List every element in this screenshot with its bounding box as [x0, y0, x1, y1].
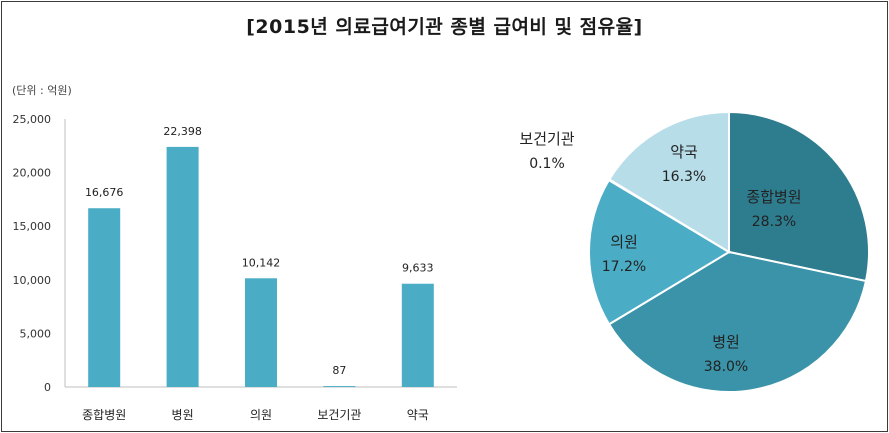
- bar-4: [323, 386, 356, 387]
- pie-slice-label: 보건기관: [519, 130, 574, 148]
- y-tick-label: 20,000: [13, 167, 52, 180]
- chart-title: [2015년 의료급여기관 종별 급여비 및 점유율]: [246, 16, 643, 38]
- y-tick-label: 5,000: [20, 327, 52, 340]
- pie-slice-label: 종합병원: [746, 188, 801, 206]
- pie-slice-5: [607, 110, 730, 254]
- bar-value-label: 16,676: [85, 186, 124, 199]
- bar-5: [401, 283, 434, 387]
- bar-3: [245, 278, 277, 387]
- pie-slice-label: 병원: [712, 333, 740, 351]
- bar-1: [88, 208, 121, 387]
- y-tick-label: 25,000: [13, 113, 52, 126]
- pie-slice-value-label: 17.2%: [602, 259, 646, 275]
- pie-slice-label: 약국: [670, 143, 698, 161]
- bar-value-label: 9,633: [402, 262, 434, 275]
- bar-2: [166, 146, 199, 387]
- x-tick-label: 병원: [172, 408, 194, 422]
- pie-slice-value-label: 0.1%: [529, 156, 565, 172]
- x-tick-label: 보건기관: [317, 408, 361, 422]
- x-tick-label: 종합병원: [82, 408, 126, 422]
- y-tick-label: 10,000: [13, 274, 52, 287]
- pie-slice-2: [607, 250, 868, 393]
- bar-value-label: 22,398: [163, 125, 202, 138]
- pie-slice-1: [728, 110, 870, 283]
- x-tick-label: 의원: [250, 408, 272, 422]
- pie-slice-value-label: 38.0%: [704, 359, 748, 375]
- unit-label: (단위 : 억원): [12, 84, 72, 97]
- x-tick-label: 약국: [407, 407, 429, 422]
- y-tick-label: 0: [44, 381, 51, 394]
- pie-slice-3: [587, 178, 731, 326]
- y-tick-label: 15,000: [13, 220, 52, 233]
- bar-value-label: 87: [332, 364, 346, 377]
- pie-slice-value-label: 28.3%: [752, 214, 796, 230]
- pie-slice-value-label: 16.3%: [662, 169, 706, 185]
- bar-value-label: 10,142: [242, 256, 281, 269]
- pie-slice-label: 의원: [610, 233, 638, 251]
